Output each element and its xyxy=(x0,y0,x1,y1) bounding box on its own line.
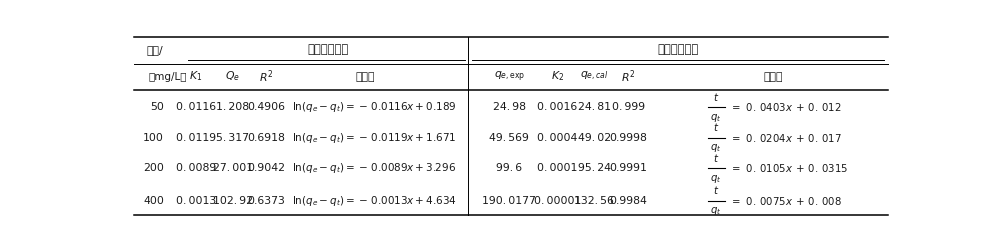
Text: 0. 0001: 0. 0001 xyxy=(537,163,577,173)
Text: 0.9998: 0.9998 xyxy=(609,133,647,143)
Text: 准一级动力学: 准一级动力学 xyxy=(308,43,349,56)
Text: 102. 92: 102. 92 xyxy=(212,196,253,206)
Text: $R^2$: $R^2$ xyxy=(621,68,635,85)
Text: 132. 56: 132. 56 xyxy=(574,196,614,206)
Text: $t$: $t$ xyxy=(713,91,719,103)
Text: 方程式: 方程式 xyxy=(356,71,376,82)
Text: $q_t$: $q_t$ xyxy=(710,205,722,217)
Text: （mg/L）: （mg/L） xyxy=(149,71,187,82)
Text: $q_t$: $q_t$ xyxy=(710,173,722,185)
Text: $R^2$: $R^2$ xyxy=(259,68,273,85)
Text: 0.9042: 0.9042 xyxy=(247,163,285,173)
Text: $t$: $t$ xyxy=(713,184,719,196)
Text: 5. 317: 5. 317 xyxy=(216,133,249,143)
Text: $\ln(q_e - q_t) = -\,0.0089x + 3.296$: $\ln(q_e - q_t) = -\,0.0089x + 3.296$ xyxy=(292,161,457,175)
Text: $Q_e$: $Q_e$ xyxy=(225,70,240,83)
Text: $=\ 0. 0075x + 0. 008$: $=\ 0. 0075x + 0. 008$ xyxy=(730,195,841,207)
Text: $q_t$: $q_t$ xyxy=(710,112,722,124)
Text: 24. 81: 24. 81 xyxy=(578,102,611,112)
Text: 99. 6: 99. 6 xyxy=(497,163,522,173)
Text: $t$: $t$ xyxy=(713,121,719,133)
Text: $\ln(q_e - q_t) = -\,0.0013x + 4.634$: $\ln(q_e - q_t) = -\,0.0013x + 4.634$ xyxy=(292,194,458,208)
Text: 0. 999: 0. 999 xyxy=(612,102,645,112)
Text: 24. 98: 24. 98 xyxy=(493,102,525,112)
Text: 0. 00001: 0. 00001 xyxy=(533,196,581,206)
Text: 0.6918: 0.6918 xyxy=(247,133,285,143)
Text: 50: 50 xyxy=(151,102,165,112)
Text: 100: 100 xyxy=(144,133,165,143)
Text: $q_{e,cal}$: $q_{e,cal}$ xyxy=(580,70,608,83)
Text: 49. 02: 49. 02 xyxy=(578,133,611,143)
Text: 190. 0177: 190. 0177 xyxy=(483,196,536,206)
Text: 200: 200 xyxy=(144,163,165,173)
Text: 27. 001: 27. 001 xyxy=(212,163,253,173)
Text: 0.6373: 0.6373 xyxy=(247,196,285,206)
Text: $\ln(q_e - q_t) = -\,0.0116x + 0.189$: $\ln(q_e - q_t) = -\,0.0116x + 0.189$ xyxy=(292,100,457,114)
Text: 0. 0016: 0. 0016 xyxy=(537,102,577,112)
Text: $K_2$: $K_2$ xyxy=(550,70,564,83)
Text: 0. 0004: 0. 0004 xyxy=(537,133,577,143)
Text: $q_t$: $q_t$ xyxy=(710,142,722,154)
Text: $K_1$: $K_1$ xyxy=(189,70,202,83)
Text: $=\ 0. 0204x + 0. 017$: $=\ 0. 0204x + 0. 017$ xyxy=(730,132,841,144)
Text: 95. 24: 95. 24 xyxy=(578,163,611,173)
Text: $\ln(q_e - q_t) = -\,0.0119x + 1.671$: $\ln(q_e - q_t) = -\,0.0119x + 1.671$ xyxy=(292,131,457,145)
Text: $t$: $t$ xyxy=(713,152,719,164)
Text: 方程式: 方程式 xyxy=(764,71,784,82)
Text: 0. 0089: 0. 0089 xyxy=(175,163,215,173)
Text: 0.9991: 0.9991 xyxy=(609,163,647,173)
Text: 400: 400 xyxy=(144,196,165,206)
Text: $=\ 0. 0403x + 0. 012$: $=\ 0. 0403x + 0. 012$ xyxy=(730,101,841,113)
Text: 0. 0116: 0. 0116 xyxy=(175,102,215,112)
Text: 1. 208: 1. 208 xyxy=(216,102,249,112)
Text: 准二级动力学: 准二级动力学 xyxy=(658,43,699,56)
Text: 0. 0013: 0. 0013 xyxy=(175,196,215,206)
Text: 49. 569: 49. 569 xyxy=(490,133,529,143)
Text: 0.9984: 0.9984 xyxy=(609,196,647,206)
Text: $q_{e,\mathrm{exp}}$: $q_{e,\mathrm{exp}}$ xyxy=(494,69,525,84)
Text: 0.4906: 0.4906 xyxy=(247,102,285,112)
Text: 0. 0119: 0. 0119 xyxy=(175,133,215,143)
Text: $=\ 0. 0105x + 0. 0315$: $=\ 0. 0105x + 0. 0315$ xyxy=(730,162,847,174)
Text: 浓度/: 浓度/ xyxy=(147,45,163,55)
